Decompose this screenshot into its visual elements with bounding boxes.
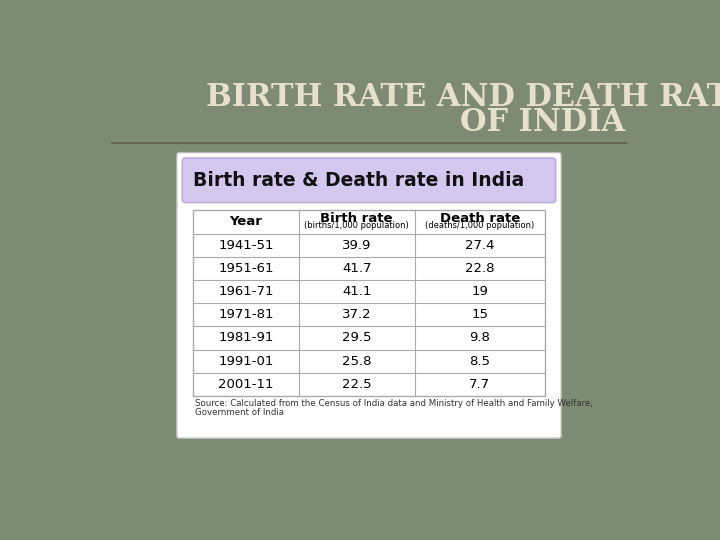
Text: 1941-51: 1941-51: [218, 239, 274, 252]
Text: 37.2: 37.2: [342, 308, 372, 321]
Text: 41.1: 41.1: [342, 285, 372, 298]
Text: 41.7: 41.7: [342, 262, 372, 275]
Text: 2001-11: 2001-11: [218, 378, 274, 391]
Text: Year: Year: [230, 215, 262, 228]
Text: 39.9: 39.9: [342, 239, 372, 252]
Text: Government of India: Government of India: [194, 408, 284, 416]
Text: 22.8: 22.8: [465, 262, 495, 275]
Text: (deaths/1,000 population): (deaths/1,000 population): [426, 221, 534, 230]
Text: 1951-61: 1951-61: [218, 262, 274, 275]
Text: 7.7: 7.7: [469, 378, 490, 391]
Text: Death rate: Death rate: [440, 212, 520, 225]
Text: (births/1,000 population): (births/1,000 population): [305, 221, 409, 230]
Text: 8.5: 8.5: [469, 355, 490, 368]
Text: 1991-01: 1991-01: [218, 355, 274, 368]
Text: Source: Calculated from the Census of India data and Ministry of Health and Fami: Source: Calculated from the Census of In…: [194, 399, 593, 408]
Bar: [193, 211, 545, 396]
Text: 29.5: 29.5: [342, 332, 372, 345]
Text: OF INDIA: OF INDIA: [460, 107, 625, 138]
Text: 22.5: 22.5: [342, 378, 372, 391]
Text: 25.8: 25.8: [342, 355, 372, 368]
Text: Birth rate: Birth rate: [320, 212, 393, 225]
Text: 1971-81: 1971-81: [218, 308, 274, 321]
Text: 27.4: 27.4: [465, 239, 495, 252]
FancyBboxPatch shape: [182, 158, 556, 202]
Text: 15: 15: [472, 308, 488, 321]
Text: 1981-91: 1981-91: [218, 332, 274, 345]
Text: 1961-71: 1961-71: [218, 285, 274, 298]
Text: Birth rate & Death rate in India: Birth rate & Death rate in India: [193, 171, 524, 190]
FancyBboxPatch shape: [177, 153, 561, 438]
Text: 19: 19: [472, 285, 488, 298]
Text: BIRTH RATE AND DEATH RATE: BIRTH RATE AND DEATH RATE: [206, 82, 720, 113]
Text: 9.8: 9.8: [469, 332, 490, 345]
